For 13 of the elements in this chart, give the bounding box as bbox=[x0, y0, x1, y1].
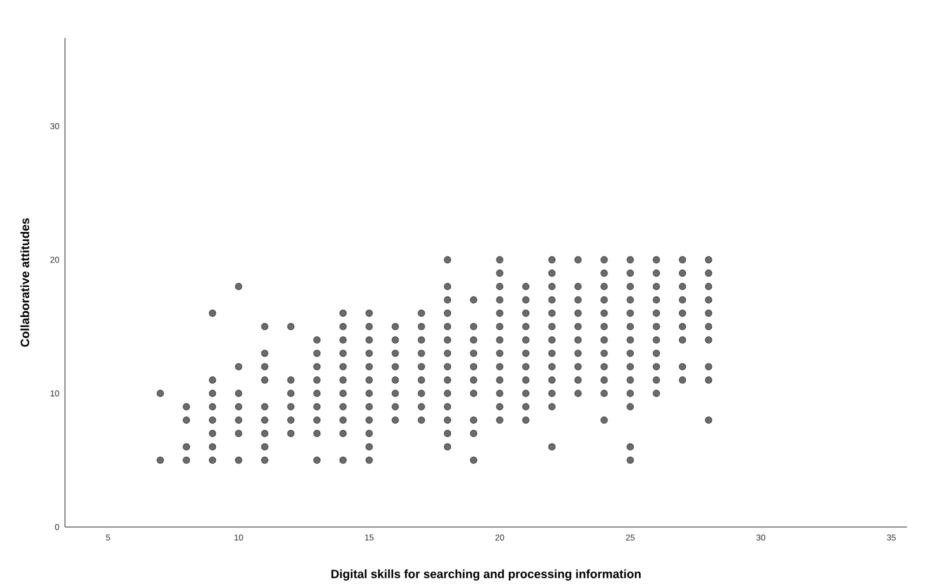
x-tick-label: 5 bbox=[106, 534, 110, 540]
x-tick-label: 25 bbox=[626, 534, 635, 541]
x-tick-label: 30 bbox=[756, 534, 766, 541]
y-tick-label: 30 bbox=[50, 123, 60, 130]
x-axis-title: Digital skills for searching and processing information bbox=[331, 569, 641, 581]
y-tick-label: 10 bbox=[50, 390, 60, 396]
y-tick-label: 0 bbox=[55, 524, 60, 530]
x-tick-label: 15 bbox=[365, 534, 374, 540]
x-tick-label: 20 bbox=[495, 534, 504, 541]
y-tick-label: 20 bbox=[50, 256, 60, 263]
x-tick-label: 10 bbox=[234, 534, 244, 541]
x-tick-label: 35 bbox=[886, 534, 896, 541]
y-axis-title: Collaborative attitudes bbox=[20, 218, 30, 347]
